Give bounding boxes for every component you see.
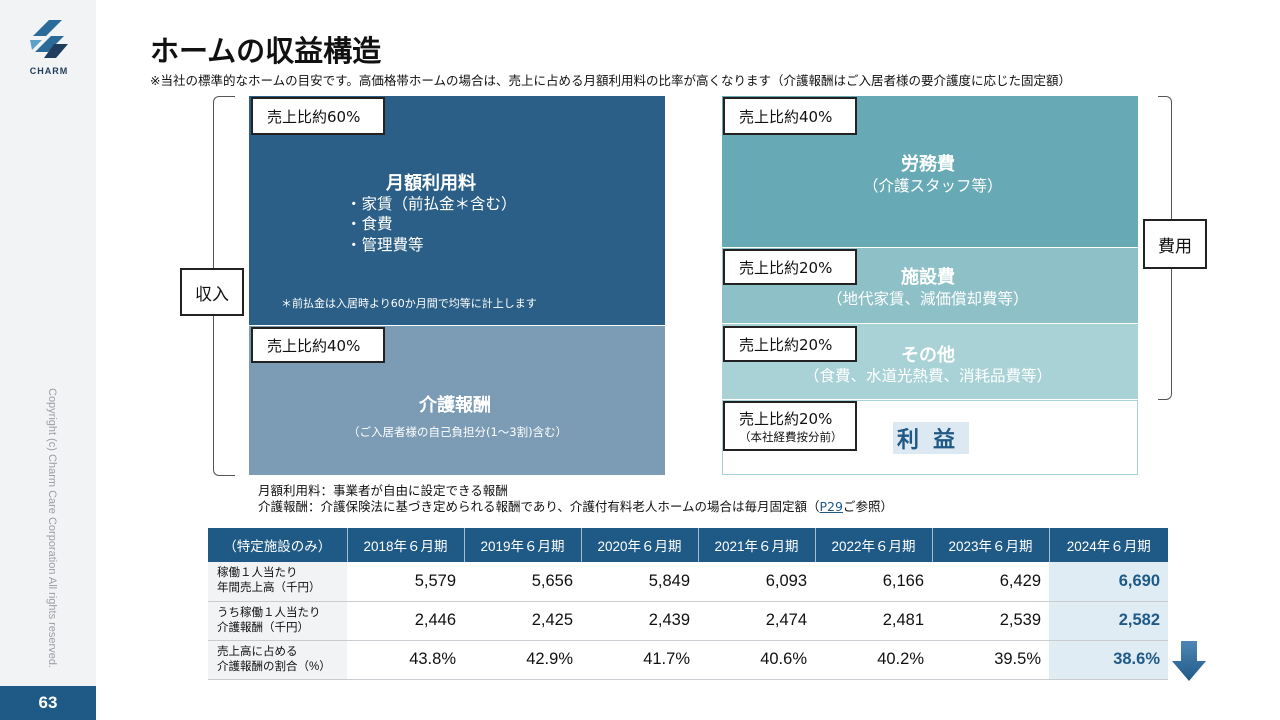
table-cell: 5,849 — [581, 562, 698, 602]
table-header-cell: 2019年６月期 — [464, 528, 582, 562]
facility-title: 施設費 — [901, 267, 955, 288]
table-cell: 6,429 — [932, 562, 1049, 602]
table-cell: 6,093 — [698, 562, 815, 602]
facility-sub: （地代家賃、減価償却費等） — [827, 290, 1029, 308]
table-header-cell: 2018年６月期 — [347, 528, 465, 562]
row-label-line2: 介護報酬（千円） — [217, 621, 309, 634]
row-label: うち稼働１人当たり 介護報酬（千円） — [208, 601, 347, 641]
other-ratio-tag: 売上比約20% — [723, 326, 857, 362]
side-strip: CHARM Copyright (c) Charm Care Corporati… — [0, 0, 96, 720]
row-label-line2: 年間売上高（千円） — [217, 582, 321, 595]
table-cell: 6,166 — [815, 562, 932, 602]
monthly-item-mgmt: ・管理費等 — [346, 236, 424, 254]
monthly-ratio-tag: 売上比約60% — [251, 97, 385, 135]
p29-link[interactable]: P29 — [819, 499, 843, 514]
table-cell: 40.2% — [815, 640, 932, 680]
table-cell: 2,539 — [932, 601, 1049, 641]
table-header-row: （特定施設のみ） 2018年６月期 2019年６月期 2020年６月期 2021… — [208, 528, 1168, 562]
table-cell: 39.5% — [932, 640, 1049, 680]
down-arrow-icon — [1172, 641, 1206, 681]
page-number: 63 — [0, 686, 96, 720]
logo-mark-icon — [30, 20, 68, 58]
monthly-item-food: ・食費 — [346, 215, 393, 233]
row-label: 売上高に占める介護報酬の割合（%） — [208, 640, 347, 680]
table-cell: 5,579 — [347, 562, 464, 602]
row-label-line2: 介護報酬の割合（%） — [217, 660, 331, 673]
logo-text: CHARM — [29, 66, 69, 76]
charm-logo: CHARM — [24, 18, 74, 80]
table-cell: 2,439 — [581, 601, 698, 641]
facility-ratio-tag: 売上比約20% — [723, 249, 857, 285]
table-header-cell: 2022年６月期 — [815, 528, 933, 562]
metrics-table: （特定施設のみ） 2018年６月期 2019年６月期 2020年６月期 2021… — [208, 528, 1168, 680]
table-cell: 40.6% — [698, 640, 815, 680]
monthly-footnote: ＊前払金は入居時より60か月間で均等に計上します — [281, 297, 537, 310]
table-cell: 42.9% — [464, 640, 581, 680]
note-care-fee: 介護報酬：介護保険法に基づき定められる報酬であり、介護付有料老人ホームの場合は毎… — [258, 496, 893, 515]
care-title: 介護報酬 — [419, 395, 491, 416]
page-title: ホームの収益構造 — [150, 34, 382, 68]
table-cell: 2,446 — [347, 601, 464, 641]
copyright-text: Copyright (c) Charm Care Corporation All… — [46, 388, 58, 668]
other-title: その他 — [901, 345, 955, 366]
table-cell-highlight: 6,690 — [1049, 562, 1168, 602]
page-subtitle: ※当社の標準的なホームの目安です。高価格帯ホームの場合は、売上に占める月額利用料… — [150, 73, 1071, 88]
row-label-line1: うち稼働１人当たり — [217, 606, 321, 619]
income-label: 収入 — [180, 268, 244, 316]
profit-ratio-tag: 売上比約20% （本社経費按分前） — [723, 401, 857, 451]
profit-ratio: 売上比約20% — [739, 409, 833, 428]
other-sub: （食費、水道光熱費、消耗品費等） — [804, 367, 1053, 385]
monthly-title: 月額利用料 — [386, 173, 476, 194]
table-cell: 43.8% — [347, 640, 464, 680]
table-header-cell: 2024年６月期 — [1049, 528, 1168, 562]
table-cell: 2,481 — [815, 601, 932, 641]
row-label-line1: 稼働１人当たり — [217, 567, 298, 580]
table-cell: 5,656 — [464, 562, 581, 602]
table-header-cell: 2023年６月期 — [932, 528, 1050, 562]
table-row: うち稼働１人当たり 介護報酬（千円） 2,446 2,425 2,439 2,47… — [208, 601, 1168, 641]
table-row: 稼働１人当たり年間売上高（千円） 5,579 5,656 5,849 6,093… — [208, 562, 1168, 602]
table-cell-highlight: 38.6% — [1049, 640, 1168, 680]
profit-title: 利益 — [893, 422, 970, 454]
table-cell-highlight: 2,582 — [1049, 601, 1168, 641]
care-ratio-tag: 売上比約40% — [251, 327, 385, 363]
table-cell: 2,474 — [698, 601, 815, 641]
care-sub: （ご入居者様の自己負担分(1～3割)含む） — [348, 425, 568, 439]
monthly-item-rent: ・家賃（前払金＊含む） — [346, 195, 517, 213]
table-header-cell: 2020年６月期 — [581, 528, 699, 562]
profit-ratio-note: （本社経費按分前） — [739, 429, 843, 444]
note-care-fee-suffix: ご参照） — [842, 499, 893, 514]
note-care-fee-text: 介護報酬：介護保険法に基づき定められる報酬であり、介護付有料老人ホームの場合は毎… — [258, 499, 820, 514]
expense-label: 費用 — [1143, 219, 1207, 269]
labor-sub: （介護スタッフ等） — [863, 177, 1003, 195]
table-header-cell: 2021年６月期 — [698, 528, 816, 562]
table-cell: 41.7% — [581, 640, 698, 680]
row-label-line1: 売上高に占める — [217, 645, 298, 658]
table-header-cell: （特定施設のみ） — [208, 528, 348, 562]
labor-ratio-tag: 売上比約40% — [723, 97, 857, 135]
note-monthly-fee: 月額利用料：事業者が自由に設定できる報酬 — [258, 483, 508, 498]
labor-title: 労務費 — [901, 154, 955, 175]
table-row: 売上高に占める介護報酬の割合（%） 43.8% 42.9% 41.7% 40.6… — [208, 640, 1168, 680]
row-label: 稼働１人当たり年間売上高（千円） — [208, 562, 347, 602]
table-cell: 2,425 — [464, 601, 581, 641]
